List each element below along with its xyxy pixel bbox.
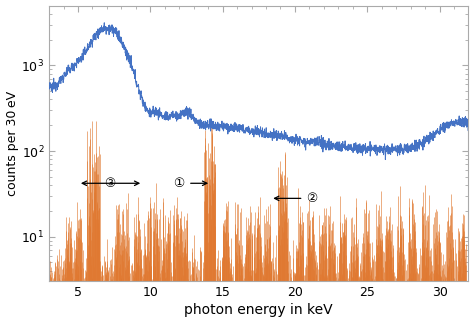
Text: ①: ① bbox=[173, 177, 185, 190]
Text: ③: ③ bbox=[104, 177, 116, 190]
Y-axis label: counts per 30 eV: counts per 30 eV bbox=[6, 91, 18, 196]
Text: ②: ② bbox=[307, 192, 318, 205]
X-axis label: photon energy in keV: photon energy in keV bbox=[184, 303, 333, 318]
